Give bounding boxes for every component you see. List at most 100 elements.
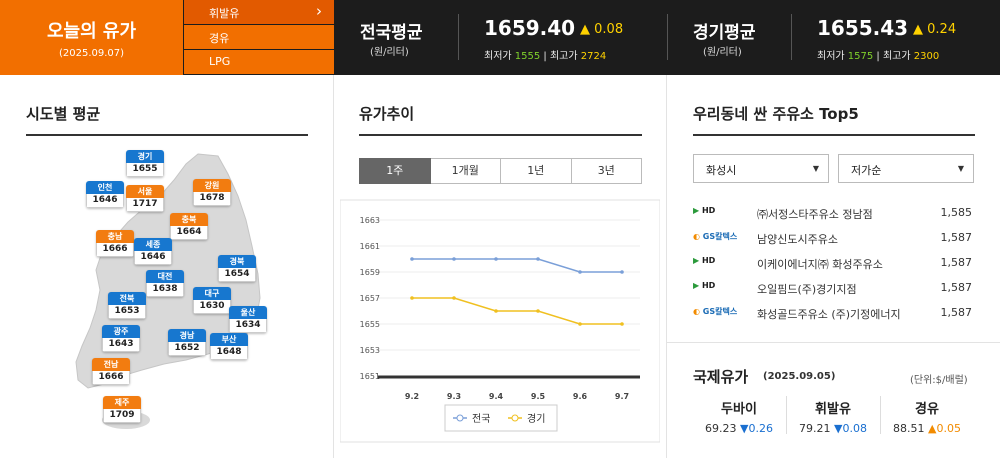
region-badge[interactable]: 대전 1638 bbox=[146, 270, 184, 297]
data-point bbox=[452, 257, 456, 261]
region-badge[interactable]: 경남 1652 bbox=[168, 329, 206, 356]
divider bbox=[880, 396, 881, 434]
region-badge[interactable]: 대구 1630 bbox=[193, 287, 231, 314]
x-tick-label: 9.5 bbox=[531, 392, 546, 401]
min-label: 최저가 bbox=[484, 51, 512, 62]
oil-name: 경유 bbox=[915, 402, 939, 417]
region-badge[interactable]: 전남 1666 bbox=[92, 358, 130, 385]
fuel-menu-gasoline[interactable]: 휘발유 › bbox=[184, 0, 334, 24]
divider bbox=[786, 396, 787, 434]
region-badge[interactable]: 부산 1648 bbox=[210, 333, 248, 360]
data-point bbox=[410, 296, 414, 300]
max-label: 최고가 bbox=[882, 51, 911, 62]
down-arrow-icon: ▼ bbox=[834, 422, 843, 435]
up-arrow-icon: ▲ bbox=[913, 22, 923, 37]
region-name: 충남 bbox=[96, 230, 134, 243]
tab-1-year[interactable]: 1년 bbox=[501, 158, 572, 184]
station-row[interactable]: ◐ GS칼텍스 화성골드주유소 (주)기정에너지 1,587 bbox=[693, 304, 975, 326]
fuel-menu-label: 휘발유 bbox=[209, 7, 240, 20]
x-tick-label: 9.4 bbox=[489, 392, 504, 401]
oil-value: 79.21 bbox=[799, 422, 831, 435]
x-tick-label: 9.6 bbox=[573, 392, 588, 401]
national-change-value: 0.08 bbox=[594, 22, 624, 37]
region-badge[interactable]: 전북 1653 bbox=[108, 292, 146, 319]
national-average-change: ▲ 0.08 bbox=[580, 22, 623, 37]
region-name: 대구 bbox=[193, 287, 231, 300]
national-min-max: 최저가 1555 | 최고가 2724 bbox=[484, 51, 607, 62]
divider bbox=[458, 14, 459, 60]
sort-select[interactable]: 저가순 ▼ bbox=[838, 154, 974, 183]
station-name: 남양신도시주유소 bbox=[757, 233, 838, 246]
dropdown-arrow-icon: ▼ bbox=[812, 164, 819, 173]
region-price: 1634 bbox=[229, 319, 267, 333]
region-badge[interactable]: 세종 1646 bbox=[134, 238, 172, 265]
region-name: 서울 bbox=[126, 185, 164, 198]
city-select[interactable]: 화성시 ▼ bbox=[693, 154, 829, 183]
gyeonggi-average-title: 경기평균 bbox=[693, 23, 756, 43]
station-price: 1,587 bbox=[940, 231, 973, 244]
station-row[interactable]: ▶ HD 이케이에너지㈜ 화성주유소 1,587 bbox=[693, 254, 975, 276]
region-price: 1638 bbox=[146, 283, 184, 297]
fuel-menu-diesel[interactable]: 경유 bbox=[184, 25, 334, 49]
column-divider bbox=[666, 75, 667, 458]
region-badge[interactable]: 인천 1646 bbox=[86, 181, 124, 208]
region-name: 광주 bbox=[102, 325, 140, 338]
national-average-price: 1659.40 bbox=[484, 16, 576, 40]
regional-title: 시도별 평균 bbox=[26, 105, 101, 123]
region-badge[interactable]: 광주 1643 bbox=[102, 325, 140, 352]
region-price: 1654 bbox=[218, 268, 256, 282]
data-point bbox=[620, 322, 624, 326]
tab-1-month[interactable]: 1개월 bbox=[430, 158, 501, 184]
series-line bbox=[412, 258, 622, 273]
intl-dubai: 두바이 69.23 ▼0.26 bbox=[693, 398, 785, 435]
oil-value-row: 79.21 ▼0.08 bbox=[787, 422, 879, 435]
region-badge[interactable]: 서울 1717 bbox=[126, 185, 164, 212]
region-badge[interactable]: 경북 1654 bbox=[218, 255, 256, 282]
station-name: ㈜서정스타주유소 정남점 bbox=[757, 208, 873, 221]
gyeonggi-average-unit: (원/리터) bbox=[703, 47, 742, 58]
oil-value-row: 69.23 ▼0.26 bbox=[693, 422, 785, 435]
tab-1-week[interactable]: 1주 bbox=[359, 158, 431, 184]
legend-label: 전국 bbox=[472, 413, 490, 425]
up-arrow-icon: ▲ bbox=[928, 422, 937, 435]
region-badge[interactable]: 강원 1678 bbox=[193, 179, 231, 206]
region-name: 경기 bbox=[126, 150, 164, 163]
station-row[interactable]: ▶ HD 오일핌드(주)경기지점 1,587 bbox=[693, 279, 975, 301]
y-tick-label: 1663 bbox=[360, 216, 380, 225]
min-label: 최저가 bbox=[817, 51, 845, 62]
station-price: 1,585 bbox=[940, 206, 973, 219]
region-name: 강원 bbox=[193, 179, 231, 192]
min-value: 1575 bbox=[847, 51, 874, 62]
x-tick-label: 9.3 bbox=[447, 392, 461, 401]
y-tick-label: 1655 bbox=[360, 320, 380, 329]
section-divider bbox=[667, 342, 1000, 343]
oil-value-row: 88.51 ▲0.05 bbox=[881, 422, 973, 435]
series-line bbox=[412, 297, 622, 325]
station-row[interactable]: ◐ GS칼텍스 남양신도시주유소 1,587 bbox=[693, 229, 975, 251]
chart-frame bbox=[340, 199, 660, 443]
fuel-menu: 휘발유 › 경유 LPG bbox=[184, 0, 334, 75]
region-price: 1666 bbox=[92, 371, 130, 385]
tab-3-year[interactable]: 3년 bbox=[571, 158, 642, 184]
region-name: 인천 bbox=[86, 181, 124, 194]
oil-name: 휘발유 bbox=[815, 402, 851, 417]
y-tick-label: 1661 bbox=[360, 242, 380, 251]
region-badge[interactable]: 경기 1655 bbox=[126, 150, 164, 177]
station-row[interactable]: ▶ HD ㈜서정스타주유소 정남점 1,585 bbox=[693, 204, 975, 226]
region-name: 세종 bbox=[134, 238, 172, 251]
title-underline bbox=[693, 134, 975, 136]
legend-label: 경기 bbox=[527, 412, 545, 425]
max-label: 최고가 bbox=[549, 51, 578, 62]
gyeonggi-min-max: 최저가 1575 | 최고가 2300 bbox=[817, 51, 940, 62]
fuel-menu-lpg[interactable]: LPG bbox=[184, 50, 334, 74]
intl-date: (2025.09.05) bbox=[763, 371, 836, 382]
data-point bbox=[494, 309, 498, 313]
y-tick-label: 1651 bbox=[360, 372, 380, 381]
station-price: 1,587 bbox=[940, 256, 973, 269]
station-price: 1,587 bbox=[940, 306, 973, 319]
region-badge[interactable]: 울산 1634 bbox=[229, 306, 267, 333]
region-badge[interactable]: 제주 1709 bbox=[103, 396, 141, 423]
region-badge[interactable]: 충남 1666 bbox=[96, 230, 134, 257]
region-badge[interactable]: 충북 1664 bbox=[170, 213, 208, 240]
region-name: 충북 bbox=[170, 213, 208, 226]
